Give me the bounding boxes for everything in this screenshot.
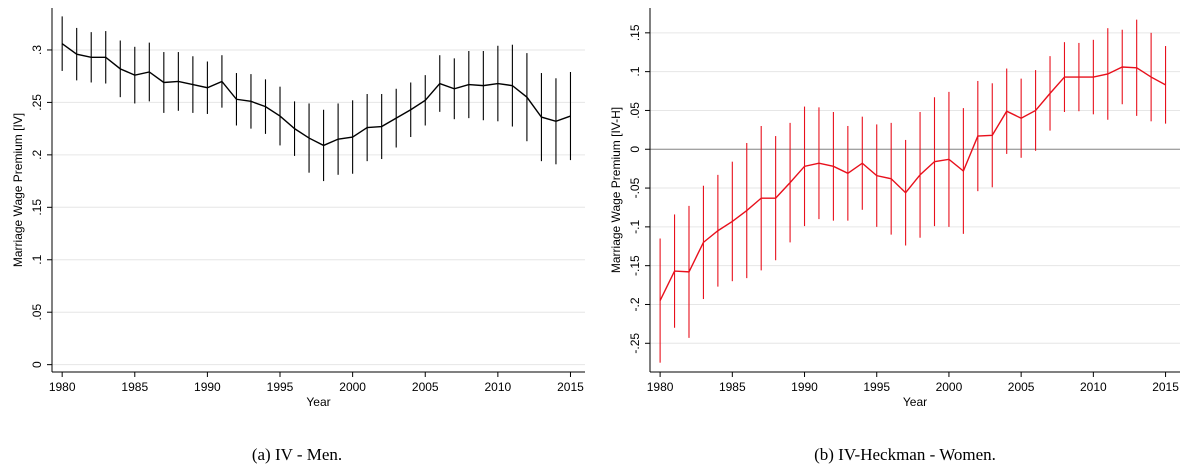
x-tick-label: 2015: [1152, 380, 1179, 394]
x-tick-label: 1980: [647, 380, 674, 394]
y-tick-label: 0: [30, 361, 44, 368]
x-tick-label: 1985: [719, 380, 746, 394]
y-tick-label: .1: [628, 66, 642, 76]
x-tick-label: 1990: [194, 380, 221, 394]
y-tick-label: .15: [30, 199, 44, 216]
y-tick-label: -.25: [628, 333, 642, 354]
x-tick-label: 2005: [1008, 380, 1035, 394]
y-axis-title: Marriage Wage Premium [IV-H]: [609, 107, 623, 273]
x-tick-label: 1995: [267, 380, 294, 394]
x-tick-label: 2000: [339, 380, 366, 394]
x-tick-label: 2010: [1080, 380, 1107, 394]
y-tick-label: -.05: [628, 177, 642, 198]
x-tick-label: 1980: [49, 380, 76, 394]
x-tick-label: 1990: [791, 380, 818, 394]
x-tick-label: 2000: [936, 380, 963, 394]
y-tick-label: .25: [30, 94, 44, 111]
y-tick-label: .05: [628, 102, 642, 119]
y-tick-label: .1: [30, 254, 44, 264]
y-tick-label: .2: [30, 150, 44, 160]
x-tick-label: 2010: [485, 380, 512, 394]
y-tick-label: .05: [30, 304, 44, 321]
y-tick-label: -.15: [628, 255, 642, 276]
y-tick-label: -.2: [628, 297, 642, 311]
caption: (b) IV-Heckman - Women.: [814, 445, 996, 464]
x-axis-title: Year: [903, 395, 927, 409]
x-tick-label: 2005: [412, 380, 439, 394]
line: [61, 43, 571, 147]
x-tick-label: 1995: [863, 380, 890, 394]
x-tick-label: 2015: [557, 380, 584, 394]
line: [659, 66, 1166, 301]
y-tick-label: .3: [30, 45, 44, 55]
x-axis-title: Year: [306, 395, 330, 409]
y-tick-label: 0: [628, 146, 642, 153]
y-tick-label: .15: [628, 24, 642, 41]
y-axis-title: Marriage Wage Premium [IV]: [11, 113, 25, 267]
y-tick-label: -.1: [628, 220, 642, 234]
x-tick-label: 1985: [121, 380, 148, 394]
caption: (a) IV - Men.: [252, 445, 342, 464]
